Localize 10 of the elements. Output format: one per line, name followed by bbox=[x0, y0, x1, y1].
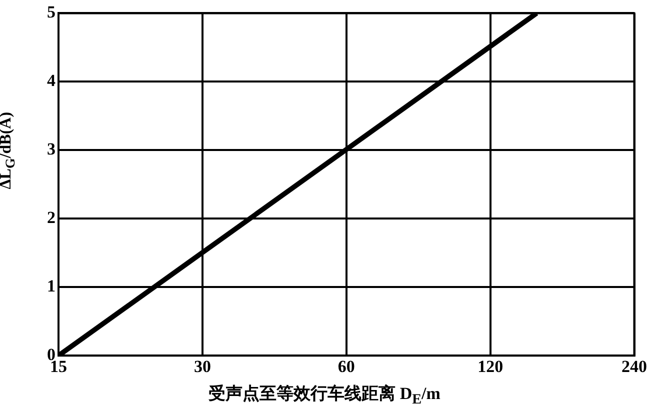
x-axis-title: 受声点至等效行车线距离 D$_{E}$/m bbox=[208, 383, 442, 408]
x-tick-label: 60 bbox=[338, 357, 355, 376]
x-tick-label: 240 bbox=[622, 357, 647, 376]
y-tick-label: 3 bbox=[47, 140, 56, 159]
y-tick-label: 4 bbox=[47, 71, 56, 90]
y-tick-label: 1 bbox=[47, 276, 56, 296]
x-tick-label: 30 bbox=[194, 357, 211, 376]
y-tick-label: 2 bbox=[47, 208, 56, 228]
x-tick-label: 120 bbox=[478, 357, 504, 376]
y-tick-label: 5 bbox=[47, 2, 56, 22]
